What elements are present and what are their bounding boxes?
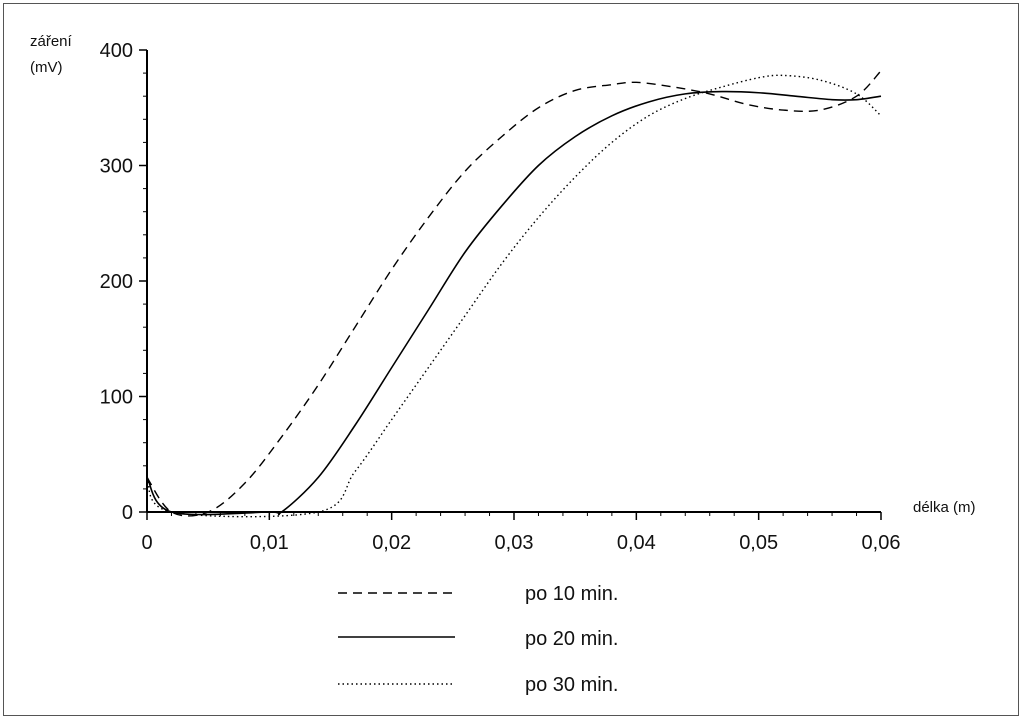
chart-frame — [3, 3, 1019, 716]
series-line-3 — [146, 74, 882, 518]
legend-label-series-1: po 10 min. — [525, 583, 618, 605]
series-lines — [146, 70, 882, 518]
y-tick-label: 0 — [122, 502, 133, 524]
legend-label-series-3: po 30 min. — [525, 674, 618, 696]
y-tick-label: 200 — [100, 271, 133, 293]
y-tick-label: 100 — [100, 387, 133, 409]
x-tick-label: 0,02 — [372, 532, 411, 554]
x-tick-label: 0,04 — [617, 532, 656, 554]
x-tick-label: 0,03 — [495, 532, 534, 554]
x-tick-label: 0,05 — [739, 532, 778, 554]
y-axis-title-line2: (mV) — [30, 59, 63, 76]
series-line-1 — [146, 70, 882, 517]
x-tick-label: 0 — [141, 532, 152, 554]
series-line-2 — [146, 90, 882, 516]
x-tick-label: 0,06 — [862, 532, 901, 554]
legend-label-series-2: po 20 min. — [525, 628, 618, 650]
y-tick-label: 400 — [100, 40, 133, 62]
y-tick-label: 300 — [100, 156, 133, 178]
y-axis-title-line1: záření — [30, 33, 73, 50]
axis-ticks: 0 100 200 300 400 0 0,01 0,02 0,03 0,04 0,05 0,06 — [100, 40, 901, 554]
x-tick-label: 0,01 — [250, 532, 289, 554]
legend: po 10 min. po 20 min. po 30 min. — [338, 583, 618, 696]
x-axis-title: délka (m) — [913, 499, 976, 516]
